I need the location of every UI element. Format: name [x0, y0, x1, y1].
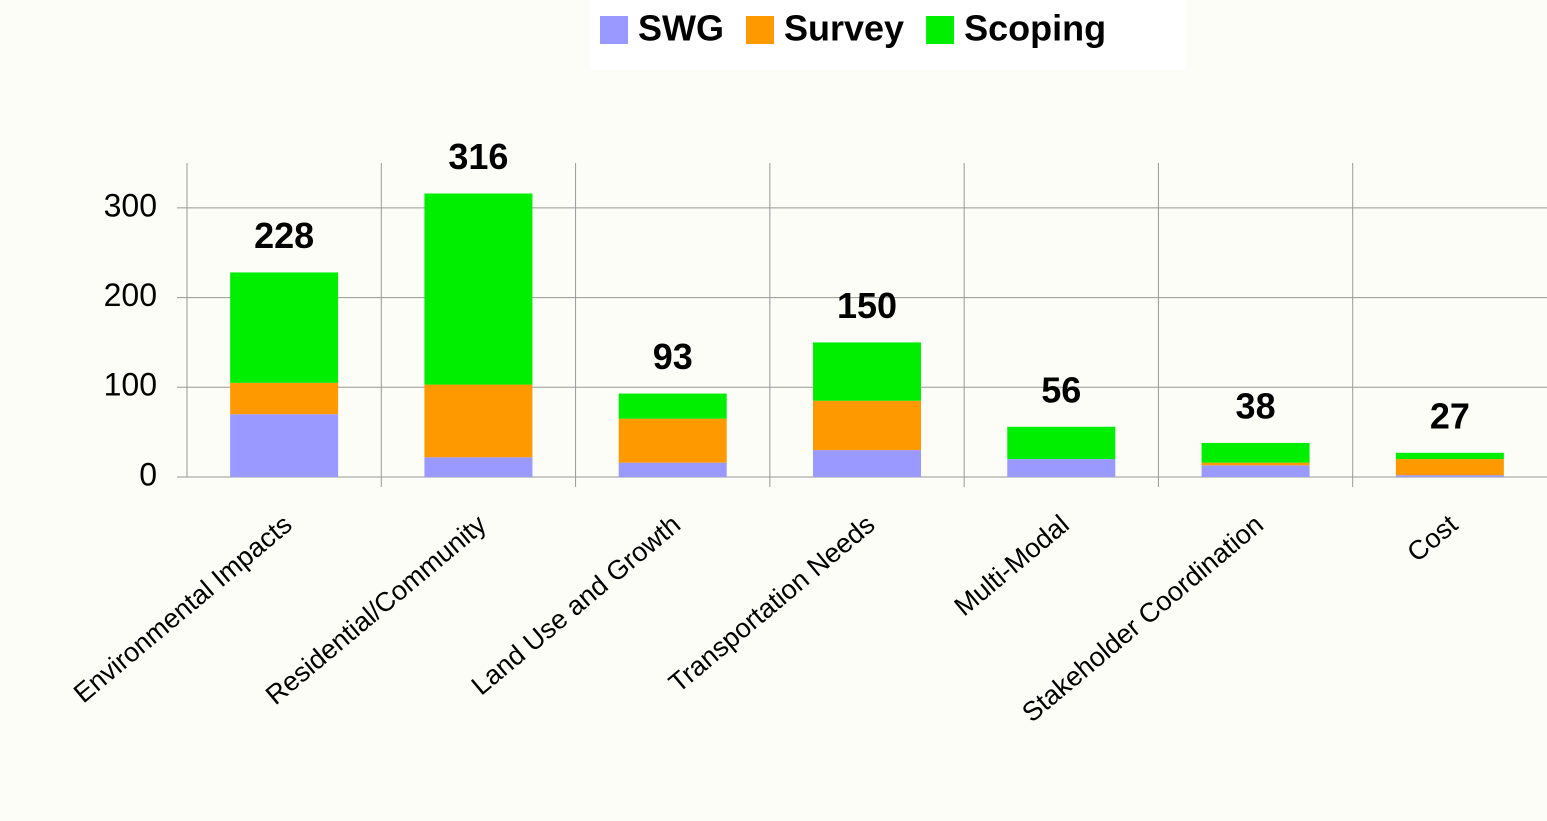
bar-segment	[1007, 426, 1116, 460]
total-label: 93	[653, 336, 693, 377]
y-tick-label: 300	[104, 187, 157, 223]
bar-segment	[813, 450, 921, 477]
bar-segment	[813, 342, 921, 401]
y-tick-label: 0	[139, 456, 157, 492]
bar-segment	[618, 418, 727, 463]
bar-segment	[813, 400, 921, 451]
legend-swatch	[926, 16, 955, 44]
bar-segment	[424, 457, 533, 477]
bar-segment	[618, 462, 727, 477]
bar-segment	[1201, 465, 1310, 477]
bar-segment	[230, 272, 339, 383]
legend-box	[590, 0, 1186, 70]
total-label: 27	[1430, 395, 1470, 436]
bar-segment	[1395, 459, 1504, 476]
legend-label: SWG	[638, 8, 724, 49]
bar-segment	[618, 393, 727, 419]
bar-segment	[1395, 452, 1504, 460]
total-label: 228	[254, 215, 314, 256]
y-tick-label: 200	[104, 277, 157, 313]
total-label: 56	[1041, 369, 1081, 410]
legend-swatch	[746, 16, 774, 44]
bar-segment	[1395, 475, 1504, 477]
total-label: 316	[448, 136, 508, 177]
bar-segment	[1007, 459, 1116, 477]
total-label: 38	[1236, 385, 1276, 426]
bar-segment	[1201, 462, 1310, 466]
bar-segment	[230, 414, 339, 477]
bar-segment	[424, 384, 533, 458]
bar-segment	[424, 193, 533, 385]
total-label: 150	[837, 285, 897, 326]
legend-label: Survey	[784, 8, 904, 49]
y-tick-label: 100	[104, 367, 157, 403]
legend-swatch	[600, 16, 628, 44]
legend-label: Scoping	[964, 8, 1106, 49]
legend: SWG Survey Scoping	[600, 8, 1106, 49]
bar-segment	[230, 382, 339, 415]
bar-segment	[1201, 442, 1310, 463]
